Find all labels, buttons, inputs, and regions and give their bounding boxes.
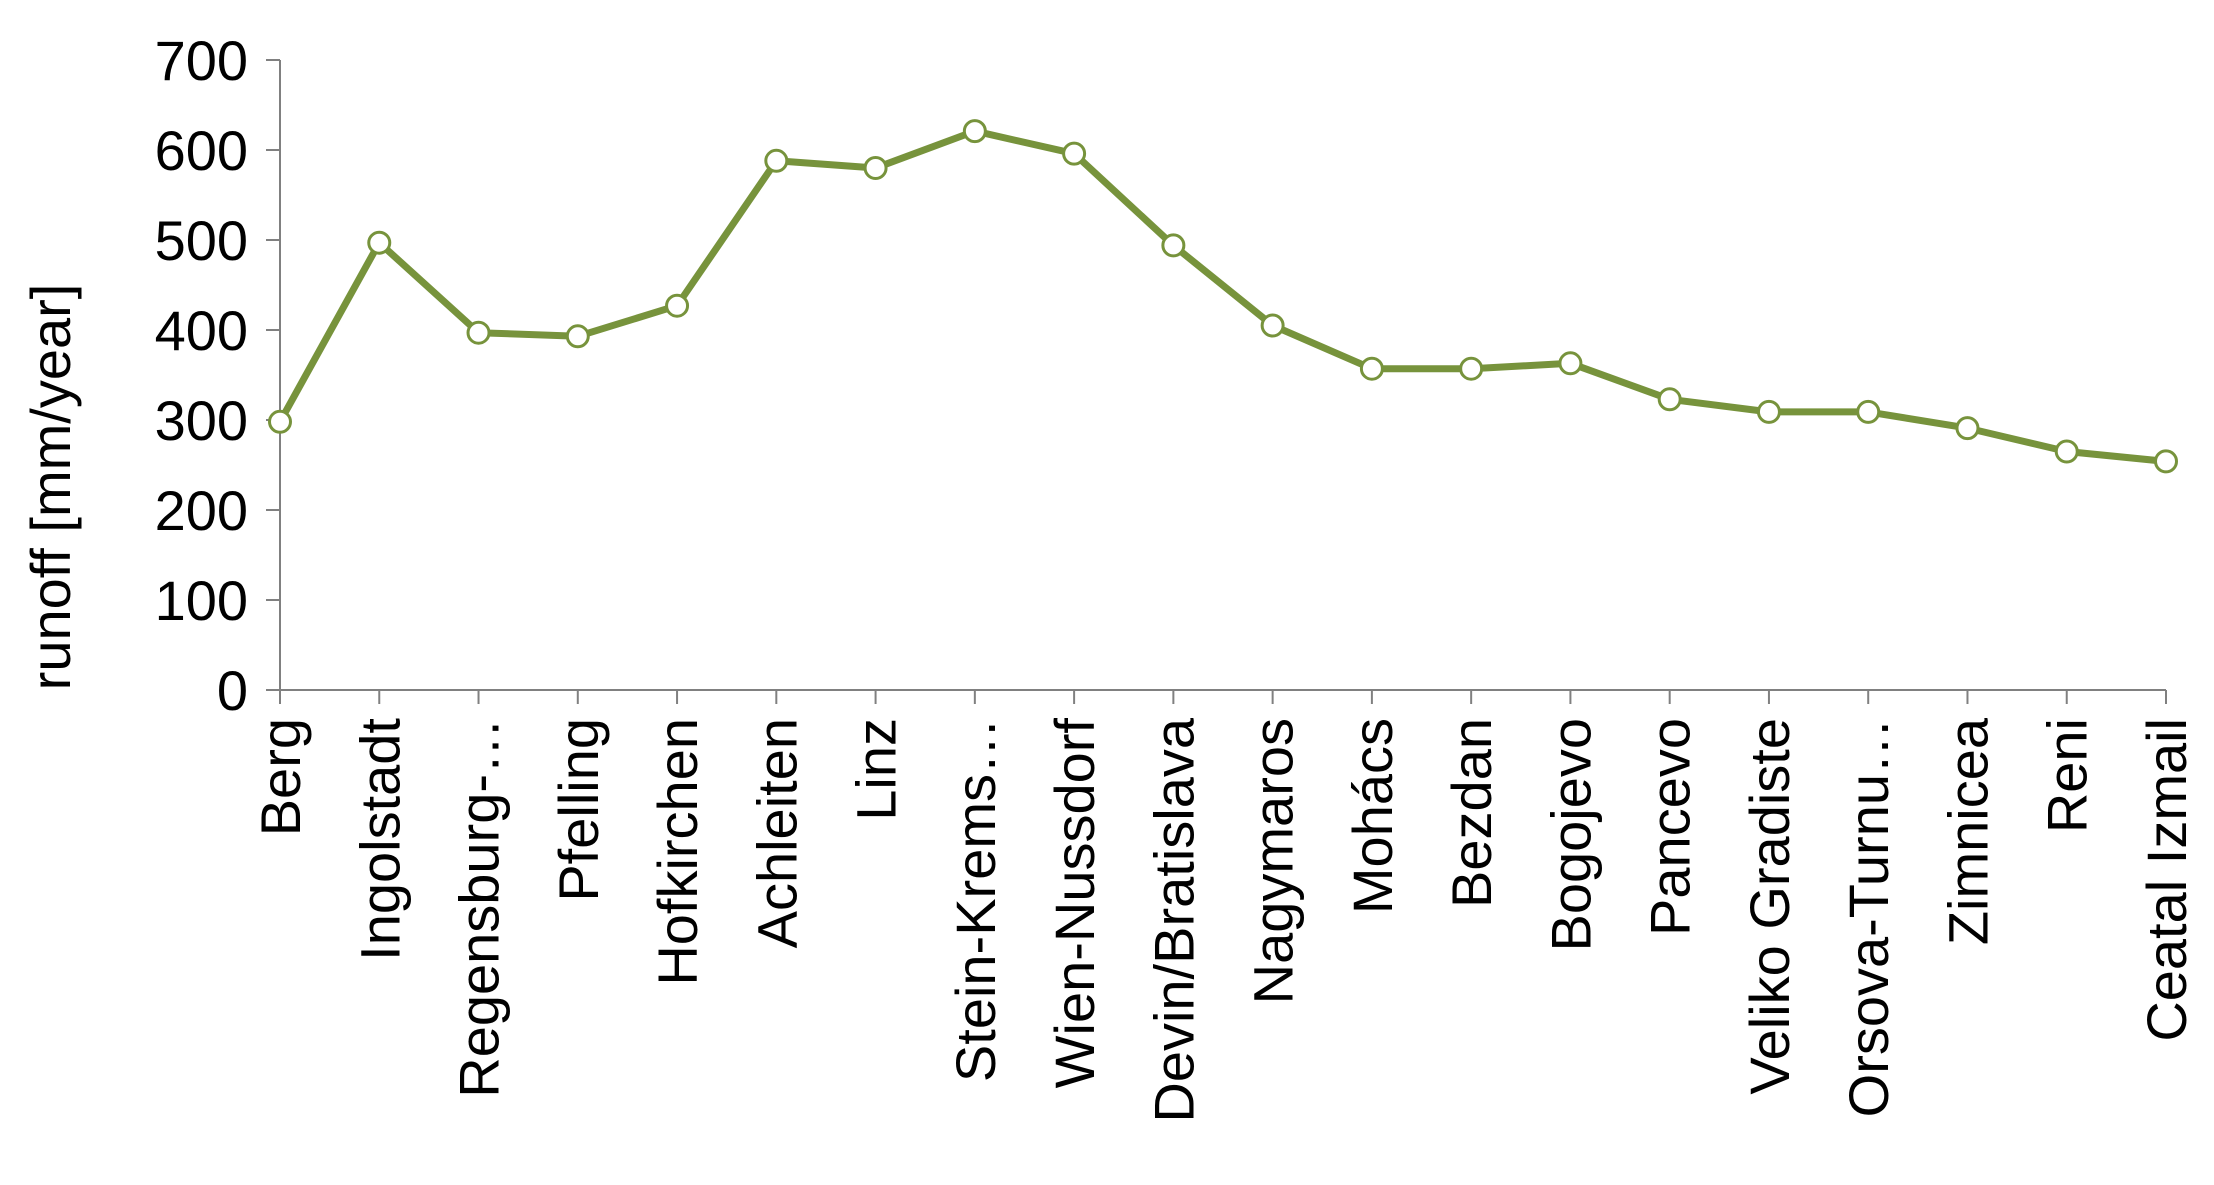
- data-point: [665, 293, 690, 318]
- x-category-label: Mohács: [1341, 718, 1404, 914]
- data-point: [1359, 356, 1384, 381]
- data-point: [1062, 141, 1087, 166]
- data-point: [2154, 449, 2178, 474]
- x-category-label: Bezdan: [1440, 718, 1503, 908]
- x-category-label: Stein-Krems…: [944, 718, 1007, 1082]
- y-tick-label: 100: [155, 569, 248, 632]
- data-point: [1161, 233, 1186, 258]
- x-category-label: Linz: [845, 718, 908, 821]
- x-category-label: Zimnicea: [1936, 717, 1999, 945]
- y-tick-label: 500: [155, 209, 248, 272]
- x-category-label: Veliko Gradiste: [1738, 718, 1801, 1095]
- x-category-label: Orsova-Turnu…: [1837, 718, 1900, 1117]
- x-category-label: Nagymaros: [1242, 718, 1305, 1004]
- data-point: [1756, 399, 1781, 424]
- x-category-label: Achleiten: [745, 718, 808, 948]
- y-tick-label: 0: [217, 659, 248, 722]
- y-axis-title: runoff [mm/year]: [19, 284, 82, 691]
- y-axis: 0 100 200 300 400 500 600 700: [155, 29, 281, 722]
- y-tick-label: 200: [155, 479, 248, 542]
- data-point: [1459, 356, 1484, 381]
- x-category-label: Pfelling: [547, 718, 610, 902]
- x-category-label: Devin/Bratislava: [1142, 717, 1205, 1122]
- x-category-label: Regensburg-…: [448, 718, 511, 1098]
- data-point: [466, 320, 491, 345]
- data-point: [764, 148, 789, 173]
- data-point: [1558, 351, 1583, 376]
- data-point: [863, 156, 888, 180]
- data-point: [367, 230, 392, 255]
- x-category-label: Hofkirchen: [646, 718, 709, 986]
- data-point: [2054, 439, 2079, 464]
- data-point: [1260, 313, 1285, 338]
- x-category-label: Ceatal Izmail: [2135, 718, 2198, 1042]
- x-category-label: Pancevo: [1639, 718, 1702, 936]
- x-category-label: Reni: [2036, 718, 2099, 833]
- series-layer: [268, 119, 2178, 474]
- data-point: [565, 324, 590, 349]
- data-point: [1657, 387, 1682, 412]
- data-point: [962, 119, 987, 144]
- x-category-label: Ingolstadt: [348, 718, 411, 961]
- x-axis: Berg Ingolstadt Regensburg-… Pfelling Hofkir…: [249, 689, 2198, 1123]
- y-tick-label: 400: [155, 299, 248, 362]
- data-point: [1955, 416, 1980, 441]
- y-tick-label: 600: [155, 119, 248, 182]
- series-line: [276, 127, 2170, 465]
- data-point: [1856, 399, 1881, 424]
- y-tick-label: 700: [155, 29, 248, 92]
- data-point: [268, 409, 292, 434]
- x-category-label: Wien-Nussdorf: [1043, 718, 1106, 1089]
- x-category-label: Berg: [249, 718, 312, 836]
- y-tick-label: 300: [155, 389, 248, 452]
- x-category-label: Bogojevo: [1539, 718, 1602, 952]
